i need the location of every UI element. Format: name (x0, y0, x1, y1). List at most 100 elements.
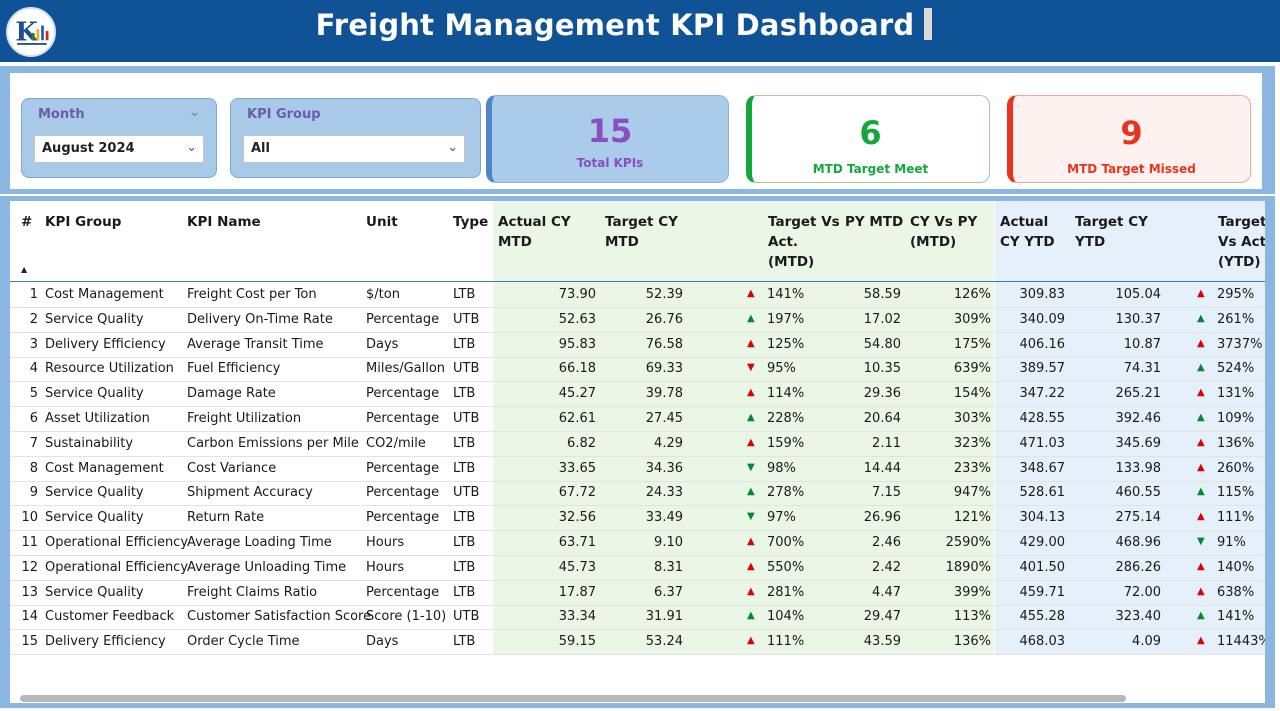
cell-tva-ytd: 91% (1217, 535, 1246, 550)
cell-group: Operational Efficiency (45, 535, 189, 550)
cell-name: Freight Cost per Ton (187, 287, 317, 302)
cell-actual-ytd: 455.28 (1019, 609, 1066, 625)
header-py-mtd[interactable]: PY MTD (845, 214, 904, 230)
cell-group: Service Quality (45, 584, 144, 600)
cell-num: 15 (21, 634, 38, 650)
cell-type: LTB (453, 386, 476, 402)
total-kpis-card: 15 Total KPIs (486, 95, 729, 183)
header-type[interactable]: Type (453, 214, 489, 230)
table-row[interactable]: 13 Service Quality Freight Claims Ratio Per… (10, 581, 1265, 606)
mtd-target-meet-value: 6 (859, 114, 882, 152)
table-row[interactable]: 7 Sustainability Carbon Emissions per Mile… (10, 432, 1265, 457)
cell-unit: Days (366, 634, 399, 650)
chevron-down-icon[interactable]: ⌄ (186, 140, 197, 155)
header-target-cy-ytd[interactable]: Target CY YTD (1075, 212, 1148, 252)
up-triangle-red-icon: ▲ (1197, 635, 1205, 647)
mtd-column-band (493, 201, 994, 655)
up-triangle-green-icon: ▲ (1197, 486, 1205, 498)
kpi-group-dropdown[interactable]: All ⌄ (243, 135, 465, 163)
cell-name: Average Unloading Time (187, 559, 347, 575)
down-triangle-red-icon: ▼ (747, 362, 755, 374)
header-line: MTD (605, 234, 639, 250)
chevron-down-icon[interactable]: ⌄ (189, 105, 200, 120)
table-row[interactable]: 2 Service Quality Delivery On-Time Rate Per… (10, 308, 1265, 333)
header-target-vs-act-ytd[interactable]: Target Vs Act (YTD) (1218, 212, 1265, 272)
cell-unit: $/ton (366, 287, 400, 302)
cell-actual-ytd: 348.67 (1019, 460, 1066, 476)
up-triangle-red-icon: ▲ (747, 635, 755, 647)
cell-target-ytd: 392.46 (1115, 411, 1162, 426)
cell-group: Customer Feedback (45, 609, 175, 625)
cell-name: Carbon Emissions per Mile (187, 435, 359, 451)
table-row[interactable]: 5 Service Quality Damage Rate Percentage LTB… (10, 382, 1265, 408)
cell-name: Average Loading Time (187, 535, 332, 550)
cell-name: Order Cycle Time (187, 634, 300, 650)
cell-tva-ytd: 140% (1217, 559, 1255, 575)
cell-tva-ytd: 109% (1217, 411, 1255, 426)
sort-ascending-icon[interactable]: ▲ (21, 265, 28, 274)
table-row[interactable]: 9 Service Quality Shipment Accuracy Percent… (10, 481, 1265, 507)
header-kpi-group[interactable]: KPI Group (45, 214, 122, 230)
cell-actual-mtd: 73.90 (558, 287, 596, 302)
mtd-target-missed-card: 9 MTD Target Missed (1007, 95, 1251, 183)
header-line: Actual (1000, 214, 1049, 230)
header-actual-cy-ytd[interactable]: Actual CY YTD (1000, 212, 1055, 252)
cell-tva-ytd: 11443% (1217, 634, 1265, 650)
mtd-target-missed-value: 9 (1120, 114, 1143, 152)
cell-actual-mtd: 6.82 (567, 435, 596, 451)
cell-target-mtd: 39.78 (645, 386, 683, 402)
cell-tva-ytd: 115% (1217, 485, 1255, 501)
cell-type: LTB (453, 336, 476, 352)
table-row[interactable]: 12 Operational Efficiency Average Unloadin… (10, 556, 1265, 581)
cell-actual-mtd: 33.34 (558, 609, 596, 625)
horizontal-scrollbar[interactable] (20, 695, 1126, 702)
up-triangle-green-icon: ▲ (747, 610, 755, 622)
cell-py-mtd: 10.35 (863, 361, 901, 377)
up-triangle-red-icon: ▲ (1197, 387, 1205, 399)
header-target-cy-mtd[interactable]: Target CY MTD (605, 212, 678, 252)
table-row[interactable]: 14 Customer Feedback Customer Satisfaction… (10, 605, 1265, 631)
cell-name: Cost Variance (187, 460, 277, 476)
up-triangle-red-icon: ▲ (747, 288, 755, 299)
month-slicer[interactable]: Month ⌄ August 2024 ⌄ (21, 98, 217, 178)
cell-actual-ytd: 401.50 (1019, 559, 1066, 575)
header-line: Target (1218, 214, 1265, 230)
cell-name: Fuel Efficiency (187, 361, 281, 377)
table-row[interactable]: 4 Resource Utilization Fuel Efficiency Mile… (10, 357, 1265, 383)
month-dropdown[interactable]: August 2024 ⌄ (34, 135, 204, 163)
header-cy-vs-py-mtd[interactable]: CY Vs PY (MTD) (910, 212, 977, 252)
header-line: MTD (498, 234, 532, 250)
cell-target-mtd: 9.10 (654, 535, 683, 550)
cell-target-mtd: 34.36 (645, 460, 683, 476)
table-row[interactable]: 15 Delivery Efficiency Order Cycle Time Day… (10, 630, 1265, 656)
ytd-column-band (995, 201, 1265, 655)
header-unit[interactable]: Unit (366, 214, 398, 230)
up-triangle-red-icon: ▲ (747, 436, 755, 448)
header-actual-cy-mtd[interactable]: Actual CY MTD (498, 212, 571, 252)
cell-target-ytd: 468.96 (1115, 535, 1162, 550)
cell-py-mtd: 54.80 (863, 336, 901, 352)
table-row[interactable]: 1 Cost Management Freight Cost per Ton $/to… (10, 283, 1265, 308)
chevron-down-icon[interactable]: ⌄ (447, 140, 458, 155)
kpi-group-slicer[interactable]: KPI Group All ⌄ (230, 98, 481, 178)
table-row[interactable]: 11 Operational Efficiency Average Loading … (10, 531, 1265, 556)
cell-tva-mtd: 98% (767, 460, 796, 476)
cell-target-mtd: 31.91 (645, 609, 683, 625)
header-line: YTD (1075, 234, 1106, 250)
cell-py-mtd: 20.64 (863, 411, 901, 426)
table-row[interactable]: 10 Service Quality Return Rate Percentage LT… (10, 506, 1265, 532)
table-row[interactable]: 8 Cost Management Cost Variance Percentage L… (10, 457, 1265, 482)
cell-type: LTB (453, 584, 476, 600)
cell-group: Cost Management (45, 287, 164, 302)
header-num[interactable]: # (21, 214, 33, 230)
header-kpi-name[interactable]: KPI Name (187, 214, 261, 230)
cell-cyvspy: 1890% (945, 559, 991, 575)
cell-target-mtd: 6.37 (654, 584, 683, 600)
table-row[interactable]: 3 Delivery Efficiency Average Transit Time… (10, 333, 1265, 358)
total-kpis-label: Total KPIs (576, 156, 644, 170)
cell-tva-ytd: 136% (1217, 435, 1255, 451)
header-target-vs-act-mtd[interactable]: Target Vs Act. (MTD) (768, 212, 840, 272)
month-slicer-label: Month (38, 107, 85, 122)
table-row[interactable]: 6 Asset Utilization Freight Utilization Per… (10, 407, 1265, 432)
cell-cyvspy: 121% (953, 510, 991, 526)
